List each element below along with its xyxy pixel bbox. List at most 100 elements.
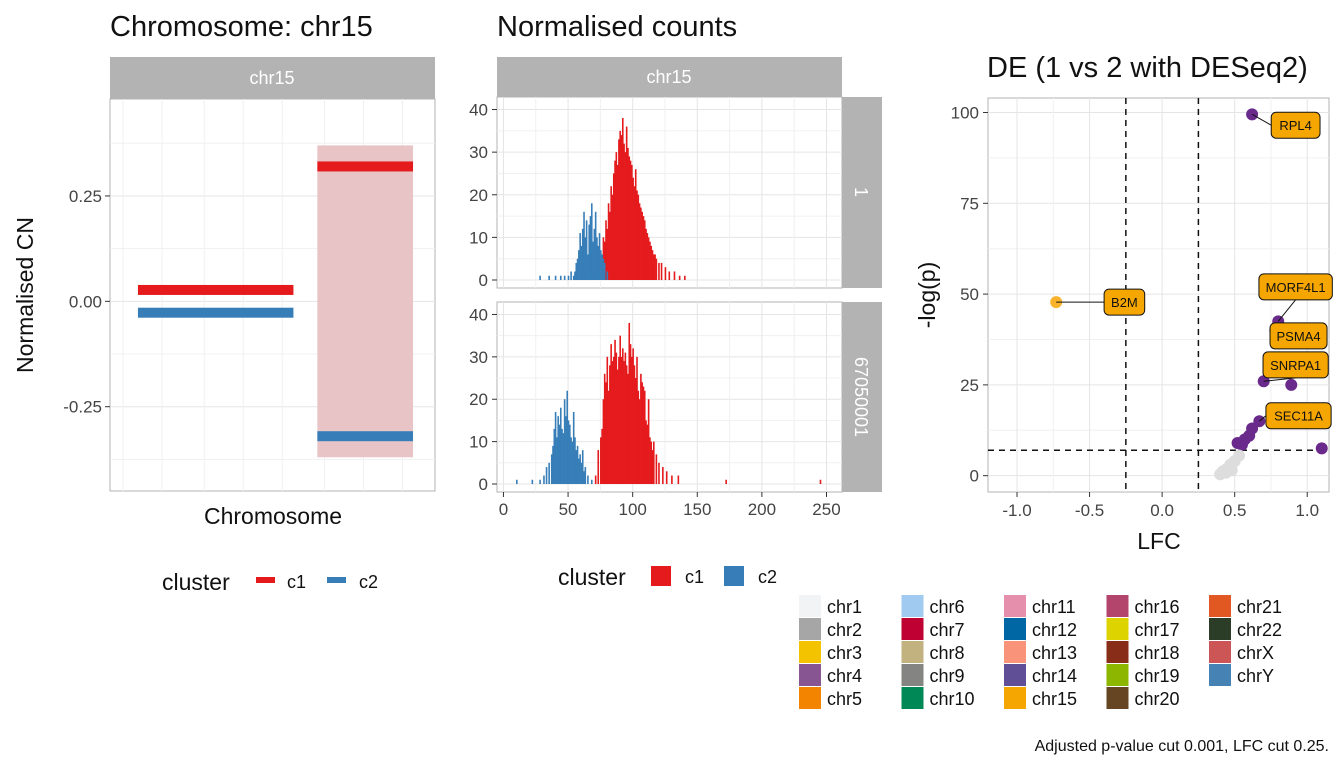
counts-bar-c1: [609, 211, 611, 280]
counts-bar-c1: [678, 275, 681, 280]
counts-bar-c2: [570, 437, 572, 484]
counts-y-tick-label: 0: [479, 271, 488, 290]
chr-legend-swatch: [1106, 664, 1129, 686]
counts-x-tick-label: 150: [683, 500, 711, 519]
de-gene-label-box: [1265, 402, 1332, 430]
counts-row-label-1: 1: [851, 187, 871, 197]
chr-legend-swatch: [799, 595, 821, 617]
counts-bar-c1: [647, 237, 650, 280]
chr-legend-swatch: [901, 641, 924, 663]
counts-bar-c2: [557, 416, 559, 484]
counts-bar-c1: [653, 254, 655, 280]
de-point: [1315, 442, 1328, 455]
counts-bar-c2: [571, 441, 574, 484]
counts-y-tick-label: 40: [469, 305, 488, 324]
de-gene-label-box: [1270, 111, 1321, 139]
chr-legend-label: chr3: [827, 643, 862, 663]
counts-bar-c1: [645, 420, 647, 484]
counts-legend-label-c1: c1: [685, 567, 704, 587]
chr-legend-swatch: [901, 595, 924, 617]
counts-bar-c2: [566, 390, 569, 484]
chr-legend-label: chr19: [1135, 666, 1180, 686]
de-gene-label-text: B2M: [1111, 295, 1138, 310]
counts-bar-c1: [621, 348, 624, 484]
de-panel: DE (1 vs 2 with DESeq2) RPL4 B2M MORF4L1 PS…: [914, 52, 1333, 554]
chr-legend-label: chr18: [1135, 643, 1180, 663]
cn-legend-swatch-c1: [256, 577, 275, 583]
de-gene-label-text: SEC11A: [1274, 409, 1323, 424]
chr-legend-swatch: [1004, 687, 1026, 709]
counts-bar-c2: [579, 454, 581, 484]
counts-ticks: 0 10 20 30 40 0 10 20 30 40 0 50 100 150 200 250: [469, 101, 841, 519]
counts-bar-c2: [559, 407, 562, 484]
counts-bar-c1: [640, 373, 642, 484]
counts-bar-c2: [539, 479, 541, 484]
counts-bar-c1: [606, 228, 609, 280]
counts-bar-c2: [588, 224, 590, 280]
cn-title: Chromosome: chr15: [110, 11, 373, 43]
cn-panel: Chromosome: chr15 chr15 0.25 0.00 -0.25 Ch…: [12, 11, 436, 595]
counts-bar-c1: [633, 186, 636, 280]
cn-legend: cluster c1 c2: [162, 569, 378, 595]
cn-y-tick-label: -0.25: [63, 398, 102, 417]
counts-bar-c2: [592, 241, 594, 280]
counts-bar-c2: [580, 245, 583, 280]
chr-legend-label: chr10: [930, 689, 975, 709]
counts-bar-c1: [640, 207, 642, 280]
de-gene-label-text: MORF4L1: [1266, 280, 1326, 295]
counts-bar-c1: [611, 361, 614, 484]
counts-bar-c1: [615, 352, 618, 484]
counts-bar-c1: [628, 156, 631, 280]
counts-bar-c1: [594, 475, 597, 484]
counts-bar-c2: [580, 462, 583, 484]
counts-bar-c2: [559, 275, 562, 280]
counts-bar-c2: [550, 454, 553, 484]
counts-bar-c2: [572, 275, 575, 280]
chr-legend-label: chr13: [1032, 643, 1077, 663]
chr-legend-label: chr1: [827, 597, 862, 617]
counts-bar-c1: [624, 152, 627, 280]
counts-bar-c1: [621, 118, 624, 280]
counts-y-tick-label: 40: [469, 101, 488, 120]
chr-legend-label: chr12: [1032, 620, 1077, 640]
cn-segment-c1: [137, 284, 294, 295]
chr-legend-label: chr11: [1032, 597, 1076, 617]
counts-bar-c1: [637, 390, 640, 484]
counts-bar-c1: [607, 203, 610, 280]
counts-bar-c2: [516, 479, 518, 484]
counts-bar-c1: [645, 228, 647, 280]
counts-bar-c1: [631, 356, 633, 484]
counts-bar-c1: [611, 194, 614, 280]
cn-legend-label-c1: c1: [287, 572, 306, 592]
counts-bar-c1: [631, 164, 633, 280]
chr-legend-swatch: [1004, 641, 1026, 663]
chr-legend-swatch: [901, 664, 924, 686]
counts-bar-c2: [578, 250, 580, 280]
counts-x-tick-label: 250: [812, 500, 840, 519]
counts-bar-c2: [539, 275, 541, 280]
chr-legend-swatch: [1209, 641, 1231, 663]
de-y-tick-label: 75: [960, 194, 979, 213]
counts-y-tick-label: 10: [469, 228, 488, 247]
counts-bar-c1: [684, 275, 686, 280]
chr-legend-label: chr7: [930, 620, 965, 640]
cn-segment-c2: [317, 431, 414, 442]
counts-bar-c1: [612, 356, 615, 484]
counts-bar-c1: [614, 160, 616, 280]
chr-legend-label: chr9: [930, 666, 965, 686]
counts-bar-c1: [658, 262, 660, 280]
de-y-tick-label: 25: [960, 376, 979, 395]
counts-bar-c2: [554, 275, 557, 280]
counts-bar-c2: [606, 271, 609, 280]
counts-bar-c1: [655, 454, 658, 484]
counts-bar-c2: [603, 262, 606, 280]
counts-x-tick-label: 100: [618, 500, 646, 519]
counts-bar-c1: [606, 356, 609, 484]
cn-legend-title: cluster: [162, 569, 230, 595]
de-ticks: 0 25 50 75 100 -1.0 -0.5 0.0 0.5 1.0: [951, 104, 1319, 520]
cn-segment-c1: [317, 161, 414, 172]
counts-legend-label-c2: c2: [758, 567, 777, 587]
counts-bar-c1: [616, 164, 619, 280]
counts-bar-c1: [624, 352, 627, 484]
